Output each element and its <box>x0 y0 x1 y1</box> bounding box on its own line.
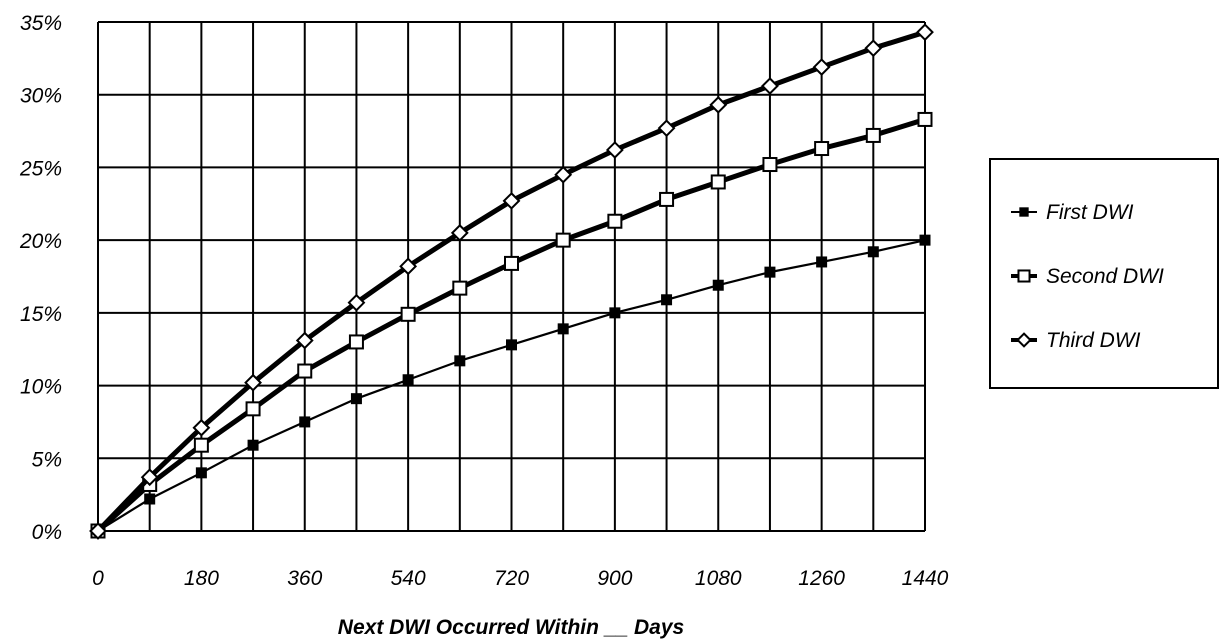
data-point <box>89 522 107 540</box>
y-tick-label: 20% <box>19 230 62 253</box>
legend-label: Third DWI <box>1046 329 1141 352</box>
data-point <box>454 355 466 367</box>
data-point <box>555 232 571 248</box>
legend-item: Third DWI <box>1011 329 1141 352</box>
x-tick-label: 900 <box>597 567 632 590</box>
x-tick-label: 360 <box>287 567 322 590</box>
data-point <box>554 165 573 184</box>
data-point <box>506 339 517 351</box>
data-point <box>400 306 416 322</box>
y-tick-label: 35% <box>20 12 62 35</box>
data-point <box>659 191 675 207</box>
data-point <box>247 439 259 451</box>
data-point <box>605 141 624 159</box>
x-axis-label: Next DWI Occurred Within __ Days <box>338 616 684 639</box>
data-point <box>244 373 262 392</box>
x-tick-label: 1440 <box>902 567 949 590</box>
data-point <box>1016 332 1032 348</box>
x-tick-label: 180 <box>184 567 219 590</box>
series-third-dwi <box>89 23 934 540</box>
data-point <box>609 307 621 319</box>
data-point <box>709 95 728 114</box>
data-point <box>917 111 933 127</box>
data-point <box>399 257 418 276</box>
x-tick-label: 1080 <box>695 567 742 590</box>
y-tick-label: 30% <box>20 85 62 108</box>
data-point <box>919 234 931 246</box>
data-point <box>502 191 521 210</box>
data-point <box>450 223 469 242</box>
data-point <box>762 157 778 173</box>
x-tick-label: 0 <box>92 567 104 590</box>
data-point <box>712 279 724 291</box>
data-point <box>348 334 364 350</box>
data-point <box>245 401 261 417</box>
data-point <box>193 437 209 453</box>
data-point <box>402 374 414 386</box>
legend-item: Second DWI <box>1011 265 1164 288</box>
data-point <box>916 23 934 42</box>
y-tick-label: 10% <box>20 376 62 399</box>
legend-item: First DWI <box>1011 201 1134 224</box>
data-point <box>710 174 726 190</box>
x-tick-label: 1260 <box>798 567 845 590</box>
data-point <box>504 255 519 271</box>
x-axis-ticks: 0 180 360 540 720 900 1080 1260 1440 <box>92 567 949 590</box>
series-second-dwi <box>90 111 933 539</box>
data-point <box>814 141 830 157</box>
data-point <box>347 293 366 312</box>
data-point <box>557 323 569 335</box>
data-point <box>350 393 362 405</box>
data-point <box>140 468 159 487</box>
y-tick-label: 15% <box>20 303 62 326</box>
data-point <box>657 119 676 138</box>
data-point <box>816 256 828 268</box>
legend-label: First DWI <box>1046 201 1134 224</box>
data-point <box>1019 207 1029 217</box>
data-point <box>764 266 776 278</box>
data-point <box>299 416 311 428</box>
data-point <box>192 418 211 437</box>
data-point <box>661 294 673 306</box>
data-point <box>761 77 779 95</box>
legend-label: Second DWI <box>1046 265 1164 288</box>
data-point <box>865 127 881 143</box>
data-point <box>864 39 883 58</box>
data-point <box>452 280 468 296</box>
x-tick-label: 720 <box>494 567 529 590</box>
data-point <box>812 58 831 76</box>
series-group <box>89 23 934 540</box>
data-point <box>295 331 314 350</box>
y-tick-label: 0% <box>32 521 62 544</box>
data-point <box>144 493 156 505</box>
y-tick-label: 25% <box>19 157 62 180</box>
data-point <box>1017 269 1031 283</box>
data-point <box>195 467 207 479</box>
data-point <box>867 246 879 258</box>
y-tick-label: 5% <box>32 448 62 471</box>
grid <box>97 21 926 532</box>
legend: First DWI Second DWI Third DWI <box>989 158 1219 389</box>
x-tick-label: 540 <box>391 567 426 590</box>
data-point <box>297 363 313 379</box>
data-point <box>607 213 623 229</box>
y-axis-ticks: 0% 5% 10% 15% 20% 25% 30% 35% <box>19 12 62 544</box>
